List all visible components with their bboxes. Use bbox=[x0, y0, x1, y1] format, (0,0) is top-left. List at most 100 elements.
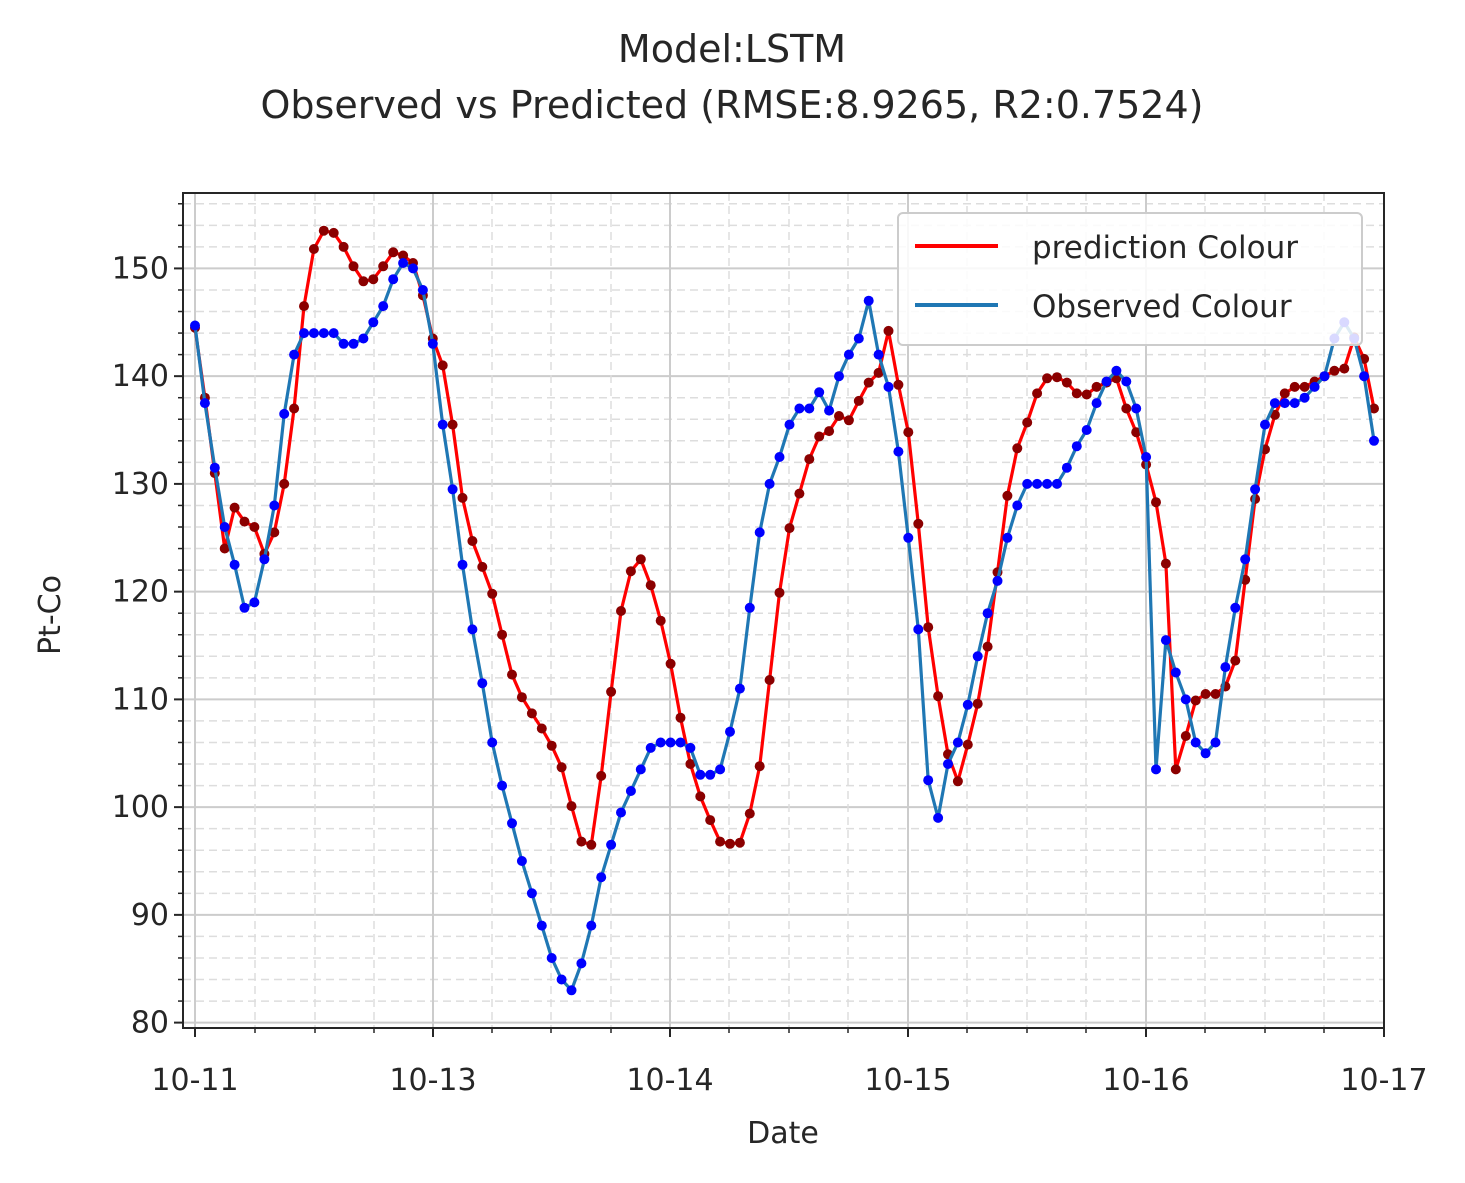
data-point-observed bbox=[1071, 441, 1082, 452]
data-point-observed bbox=[804, 403, 815, 414]
data-point-prediction bbox=[1002, 490, 1013, 501]
data-point-prediction bbox=[744, 808, 755, 819]
data-point-observed bbox=[1081, 425, 1092, 435]
data-point-observed bbox=[1002, 532, 1013, 543]
data-point-prediction bbox=[893, 379, 904, 390]
data-point-observed bbox=[368, 317, 379, 328]
data-point-observed bbox=[744, 602, 755, 613]
data-point-prediction bbox=[338, 241, 349, 252]
data-point-observed bbox=[1299, 392, 1310, 403]
x-axis-label: Date bbox=[747, 1116, 819, 1151]
data-point-observed bbox=[972, 651, 983, 662]
data-point-observed bbox=[447, 484, 458, 495]
data-point-prediction bbox=[348, 261, 359, 272]
data-point-prediction bbox=[437, 360, 448, 371]
data-point-observed bbox=[725, 726, 735, 737]
data-point-observed bbox=[338, 338, 349, 349]
data-point-prediction bbox=[546, 740, 557, 751]
data-point-observed bbox=[1230, 602, 1241, 613]
data-point-observed bbox=[1309, 381, 1320, 392]
data-point-observed bbox=[705, 769, 716, 780]
data-point-observed bbox=[507, 818, 517, 829]
data-point-prediction bbox=[368, 274, 379, 285]
grid bbox=[183, 193, 1385, 1028]
data-point-prediction bbox=[1329, 365, 1340, 376]
data-point-observed bbox=[814, 387, 825, 398]
legend-label-observed: Observed Colour bbox=[1032, 289, 1292, 325]
data-point-prediction bbox=[913, 518, 924, 529]
data-point-prediction bbox=[645, 580, 656, 591]
data-point-prediction bbox=[695, 791, 706, 802]
data-point-observed bbox=[943, 759, 953, 769]
data-point-observed bbox=[933, 812, 944, 823]
data-point-prediction bbox=[853, 395, 864, 406]
legend: prediction Colour Observed Colour bbox=[897, 212, 1363, 346]
data-point-prediction bbox=[764, 675, 775, 685]
data-point-observed bbox=[992, 575, 1003, 586]
data-point-observed bbox=[417, 285, 428, 295]
data-point-observed bbox=[299, 328, 309, 339]
data-point-prediction bbox=[398, 250, 409, 261]
data-point-observed bbox=[962, 699, 973, 710]
data-point-prediction bbox=[1299, 381, 1310, 392]
series-layer bbox=[190, 225, 1379, 996]
legend-box bbox=[897, 212, 1363, 346]
data-point-observed bbox=[774, 452, 785, 462]
data-point-observed bbox=[190, 320, 200, 331]
data-point-prediction bbox=[665, 658, 676, 669]
data-point-prediction bbox=[715, 836, 726, 847]
data-point-observed bbox=[427, 338, 438, 349]
data-point-prediction bbox=[1170, 764, 1181, 775]
data-point-observed bbox=[1131, 403, 1142, 414]
data-point-observed bbox=[1369, 435, 1379, 446]
x-tick-label: 10-16 bbox=[1102, 1063, 1189, 1098]
x-tick-label: 10-13 bbox=[389, 1063, 476, 1098]
data-point-prediction bbox=[863, 377, 874, 388]
data-point-observed bbox=[249, 597, 260, 608]
data-point-prediction bbox=[635, 554, 646, 565]
data-point-observed bbox=[1200, 748, 1211, 759]
data-point-observed bbox=[903, 532, 914, 543]
data-point-observed bbox=[586, 920, 597, 931]
data-point-observed bbox=[388, 274, 399, 285]
data-point-prediction bbox=[734, 837, 745, 848]
data-point-observed bbox=[1160, 635, 1171, 646]
data-point-prediction bbox=[1210, 689, 1221, 699]
data-point-prediction bbox=[655, 615, 666, 626]
data-point-prediction bbox=[625, 566, 636, 577]
data-point-observed bbox=[665, 737, 676, 748]
data-point-prediction bbox=[1012, 443, 1023, 454]
data-point-observed bbox=[863, 295, 874, 306]
data-point-observed bbox=[1250, 484, 1261, 495]
data-point-observed bbox=[1052, 478, 1062, 489]
data-point-observed bbox=[1111, 365, 1122, 376]
data-point-prediction bbox=[279, 478, 290, 489]
data-point-prediction bbox=[477, 561, 488, 572]
data-point-observed bbox=[1121, 376, 1132, 387]
data-point-observed bbox=[1190, 737, 1201, 748]
data-point-prediction bbox=[229, 502, 240, 513]
data-point-prediction bbox=[1052, 372, 1062, 383]
data-point-prediction bbox=[705, 815, 716, 826]
data-point-observed bbox=[635, 764, 646, 775]
data-point-prediction bbox=[586, 839, 597, 850]
data-point-prediction bbox=[576, 836, 587, 847]
data-point-observed bbox=[923, 775, 934, 786]
data-point-observed bbox=[824, 405, 835, 416]
data-point-observed bbox=[734, 683, 745, 694]
data-point-prediction bbox=[566, 801, 577, 812]
data-point-observed bbox=[1042, 478, 1053, 489]
data-point-prediction bbox=[318, 225, 329, 236]
data-point-observed bbox=[279, 408, 290, 419]
data-point-observed bbox=[754, 527, 765, 538]
data-point-observed bbox=[893, 446, 904, 457]
data-point-prediction bbox=[675, 712, 686, 723]
data-point-observed bbox=[883, 381, 894, 392]
data-point-observed bbox=[834, 371, 844, 382]
data-point-observed bbox=[913, 624, 924, 635]
data-point-prediction bbox=[774, 587, 785, 598]
x-tick-label: 10-17 bbox=[1340, 1063, 1427, 1098]
data-point-observed bbox=[675, 737, 686, 748]
data-point-observed bbox=[784, 419, 795, 430]
